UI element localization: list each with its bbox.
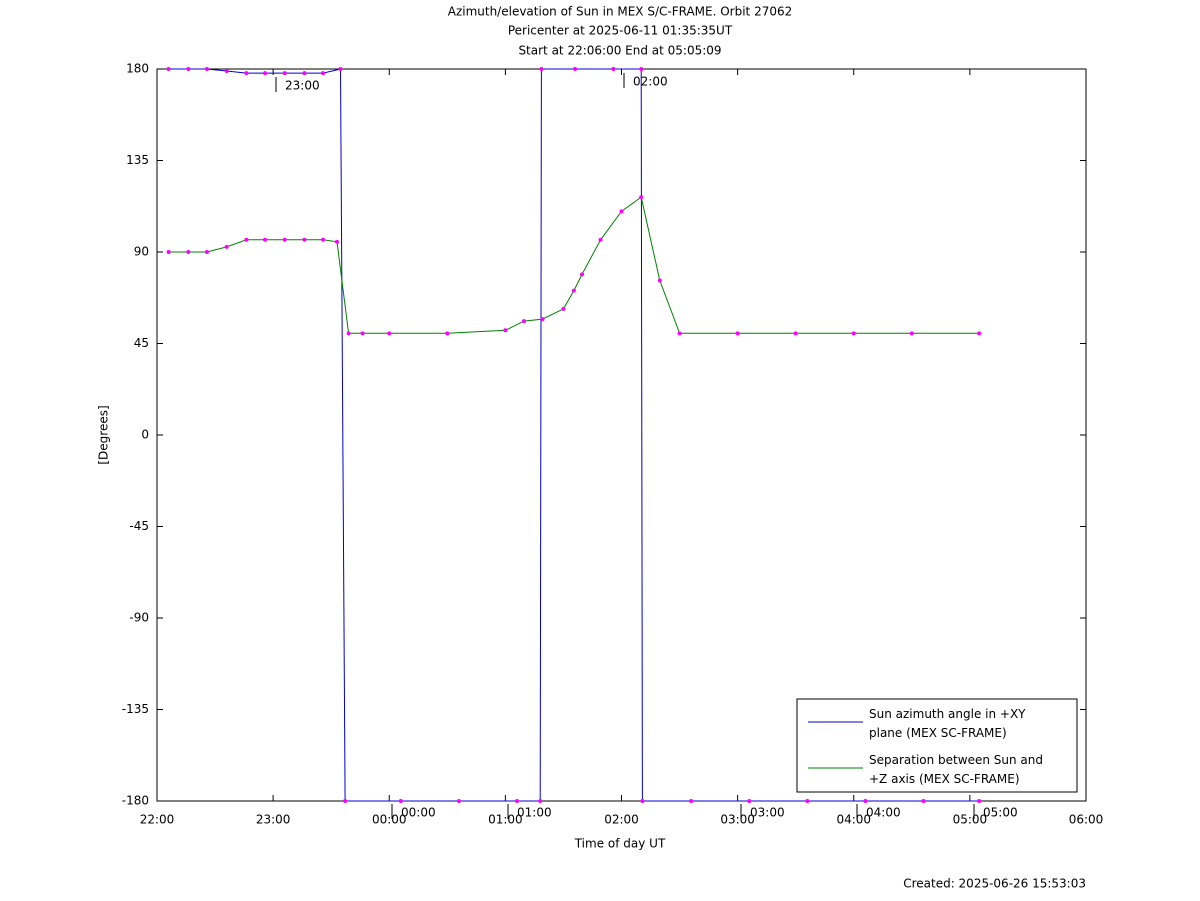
annotation: 05:00 [983, 806, 1018, 820]
legend-label: Separation between Sun and +Z axis (MEX S… [869, 753, 1043, 786]
point-marker [262, 71, 267, 76]
point-marker [343, 799, 348, 803]
point-marker [321, 71, 326, 76]
point-marker [302, 71, 307, 76]
annotation: 01:00 [517, 806, 552, 820]
point-marker [186, 250, 191, 254]
point-marker [456, 799, 461, 803]
x-tick-label: 22:00 [140, 813, 175, 827]
point-marker [224, 244, 229, 249]
plot-frame [156, 68, 1087, 802]
annotation: 04:00 [866, 806, 901, 820]
point-marker [262, 237, 267, 242]
x-tick-label: 04:00 [836, 813, 871, 827]
point-marker [619, 209, 624, 214]
series-line [168, 196, 980, 334]
point-marker [398, 799, 403, 803]
point-marker [338, 67, 343, 71]
chart-subtitle: Start at 22:06:00 End at 05:05:09 [518, 44, 721, 58]
x-tick-label: 01:00 [488, 813, 523, 827]
x-tick-label: 00:00 [372, 813, 407, 827]
point-marker [863, 799, 868, 803]
y-tick-label: -45 [129, 519, 149, 533]
point-marker [521, 319, 526, 324]
y-tick-label: -135 [122, 702, 149, 716]
annotation: 00:00 [401, 806, 436, 820]
chart-subtitle: Pericenter at 2025-06-11 01:35:35UT [508, 24, 733, 38]
annotation: 03:00 [750, 806, 785, 820]
point-marker [282, 71, 287, 76]
point-marker [224, 69, 229, 74]
point-marker [166, 250, 171, 254]
point-marker [538, 799, 543, 803]
point-marker [360, 331, 365, 336]
annotation: 02:00 [633, 75, 668, 89]
point-marker [503, 328, 508, 333]
x-tick-label: 02:00 [604, 813, 639, 827]
point-marker [977, 799, 982, 803]
point-marker [204, 67, 209, 71]
y-tick-label: 90 [134, 245, 149, 259]
x-tick-label: 05:00 [953, 813, 988, 827]
x-tick-label: 23:00 [256, 813, 291, 827]
point-marker [186, 67, 191, 71]
footer: Created: 2025-06-26 15:53:03 [903, 877, 1086, 891]
point-marker [282, 237, 287, 242]
point-marker [921, 799, 926, 803]
series-line [168, 68, 980, 802]
x-tick-label: 03:00 [720, 813, 755, 827]
y-tick-label: 45 [134, 336, 149, 350]
y-tick-label: -180 [122, 794, 149, 808]
point-marker [334, 239, 339, 244]
legend-label: Sun azimuth angle in +XY plane (MEX SC-FR… [869, 707, 1026, 740]
y-tick-label: 135 [126, 153, 149, 167]
point-marker [677, 331, 682, 336]
point-marker [639, 195, 644, 200]
y-tick-label: 180 [126, 62, 149, 76]
point-marker [747, 799, 752, 803]
point-marker [598, 237, 603, 242]
point-marker [571, 288, 576, 293]
point-marker [580, 272, 585, 277]
point-marker [561, 306, 566, 311]
y-tick-label: -90 [129, 611, 149, 625]
point-marker [540, 317, 545, 322]
x-axis-label: Time of day UT [574, 837, 666, 851]
y-axis-label: [Degrees] [97, 405, 111, 464]
annotation: 23:00 [285, 79, 320, 93]
point-marker [514, 799, 519, 803]
point-marker [640, 799, 645, 803]
point-marker [977, 331, 982, 336]
point-marker [244, 237, 249, 242]
point-marker [909, 331, 914, 336]
point-marker [611, 67, 616, 71]
point-marker [539, 67, 544, 71]
point-marker [793, 331, 798, 336]
point-marker [387, 331, 392, 336]
point-marker [639, 67, 644, 71]
point-marker [657, 278, 662, 283]
point-marker [244, 71, 249, 76]
point-marker [851, 331, 856, 336]
point-marker [346, 331, 351, 336]
point-marker [689, 799, 694, 803]
point-marker [321, 237, 326, 242]
point-marker [805, 799, 810, 803]
y-tick-label: 0 [141, 428, 149, 442]
point-marker [735, 331, 740, 336]
x-tick-label: 06:00 [1069, 813, 1104, 827]
point-marker [445, 331, 450, 336]
point-marker [166, 67, 171, 71]
point-marker [302, 237, 307, 242]
point-marker [204, 250, 209, 254]
point-marker [573, 67, 578, 71]
chart-title: Azimuth/elevation of Sun in MEX S/C-FRAM… [448, 5, 793, 19]
legend [796, 698, 1078, 793]
